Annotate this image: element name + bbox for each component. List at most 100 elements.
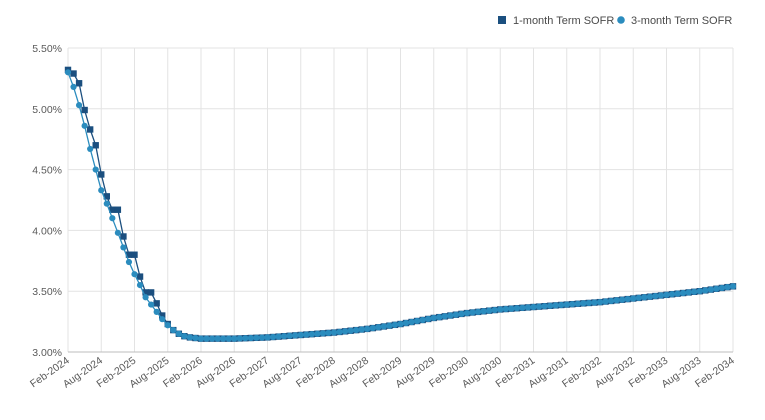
data-point[interactable] — [419, 316, 426, 324]
data-point[interactable] — [319, 330, 327, 337]
data-point[interactable] — [159, 312, 166, 319]
data-point[interactable] — [64, 69, 72, 76]
data-point[interactable] — [197, 335, 205, 342]
data-point[interactable] — [430, 314, 437, 322]
data-point[interactable] — [86, 126, 94, 133]
data-point[interactable] — [391, 321, 399, 328]
data-point[interactable] — [297, 331, 304, 339]
data-point[interactable] — [441, 313, 448, 320]
data-point[interactable] — [463, 309, 471, 317]
data-point[interactable] — [247, 334, 254, 342]
data-point[interactable] — [685, 289, 692, 296]
data-point[interactable] — [98, 171, 105, 178]
data-point[interactable] — [142, 294, 149, 301]
data-point[interactable] — [535, 303, 543, 310]
data-point[interactable] — [120, 244, 127, 251]
data-point[interactable] — [729, 283, 737, 290]
data-point[interactable] — [147, 289, 155, 296]
data-point[interactable] — [541, 303, 548, 310]
data-point[interactable] — [718, 284, 726, 292]
data-point[interactable] — [585, 299, 593, 307]
data-point[interactable] — [325, 329, 332, 337]
data-point[interactable] — [236, 335, 243, 342]
data-point[interactable] — [547, 302, 554, 309]
data-point[interactable] — [281, 333, 288, 340]
data-point[interactable] — [353, 327, 360, 334]
data-point[interactable] — [663, 291, 670, 298]
data-point[interactable] — [70, 83, 77, 91]
data-point[interactable] — [375, 324, 382, 331]
data-point[interactable] — [436, 314, 443, 321]
data-point[interactable] — [214, 335, 221, 342]
data-point[interactable] — [225, 335, 232, 342]
data-point[interactable] — [497, 306, 504, 313]
data-point[interactable] — [186, 334, 194, 341]
data-point[interactable] — [702, 287, 709, 294]
data-point[interactable] — [508, 305, 515, 312]
data-point[interactable] — [425, 315, 432, 323]
data-point[interactable] — [591, 299, 598, 306]
data-point[interactable] — [153, 300, 160, 307]
data-point[interactable] — [314, 330, 321, 337]
data-point[interactable] — [474, 308, 482, 315]
data-point[interactable] — [70, 70, 77, 77]
data-point[interactable] — [607, 297, 615, 305]
data-point[interactable] — [159, 316, 166, 323]
data-point[interactable] — [707, 286, 714, 293]
data-point[interactable] — [724, 284, 731, 291]
data-point[interactable] — [275, 333, 282, 340]
data-point[interactable] — [164, 322, 171, 329]
data-point[interactable] — [397, 320, 404, 328]
data-point[interactable] — [87, 145, 94, 153]
data-point[interactable] — [447, 312, 454, 319]
data-point[interactable] — [336, 328, 343, 336]
data-point[interactable] — [624, 296, 631, 303]
data-point[interactable] — [170, 327, 177, 334]
data-point[interactable] — [264, 334, 271, 341]
data-point[interactable] — [502, 305, 509, 313]
data-point[interactable] — [98, 187, 105, 194]
data-point[interactable] — [148, 301, 155, 308]
data-point[interactable] — [646, 293, 653, 300]
data-point[interactable] — [364, 325, 371, 332]
data-point[interactable] — [386, 322, 393, 329]
data-point[interactable] — [630, 295, 637, 302]
data-point[interactable] — [203, 335, 210, 342]
data-point[interactable] — [408, 318, 415, 326]
legend-item-1-month[interactable]: 1-month Term SOFR — [498, 15, 614, 27]
data-point[interactable] — [220, 335, 227, 342]
data-point[interactable] — [114, 229, 121, 236]
data-point[interactable] — [552, 302, 559, 309]
data-point[interactable] — [136, 282, 144, 289]
data-point[interactable] — [530, 303, 537, 311]
data-point[interactable] — [92, 142, 99, 149]
data-point[interactable] — [92, 166, 99, 173]
data-point[interactable] — [231, 335, 238, 342]
data-point[interactable] — [524, 304, 532, 311]
data-point[interactable] — [657, 292, 665, 299]
data-point[interactable] — [175, 330, 182, 337]
data-point[interactable] — [341, 328, 349, 335]
data-point[interactable] — [613, 297, 620, 304]
data-point[interactable] — [153, 308, 160, 315]
data-point[interactable] — [491, 306, 498, 314]
data-point[interactable] — [569, 301, 576, 308]
data-point[interactable] — [103, 200, 110, 207]
data-point[interactable] — [414, 317, 421, 325]
data-point[interactable] — [142, 289, 149, 296]
data-point[interactable] — [635, 294, 642, 301]
data-point[interactable] — [696, 288, 703, 295]
data-point[interactable] — [253, 334, 260, 341]
data-point[interactable] — [292, 332, 299, 339]
data-point[interactable] — [81, 122, 88, 129]
data-point[interactable] — [131, 251, 138, 258]
data-point[interactable] — [641, 294, 648, 301]
data-point[interactable] — [103, 193, 110, 200]
data-point[interactable] — [258, 334, 266, 341]
data-point[interactable] — [458, 310, 465, 317]
data-point[interactable] — [125, 251, 133, 258]
data-point[interactable] — [109, 206, 116, 213]
data-point[interactable] — [480, 308, 487, 315]
data-point[interactable] — [680, 289, 687, 297]
data-point[interactable] — [513, 305, 520, 312]
